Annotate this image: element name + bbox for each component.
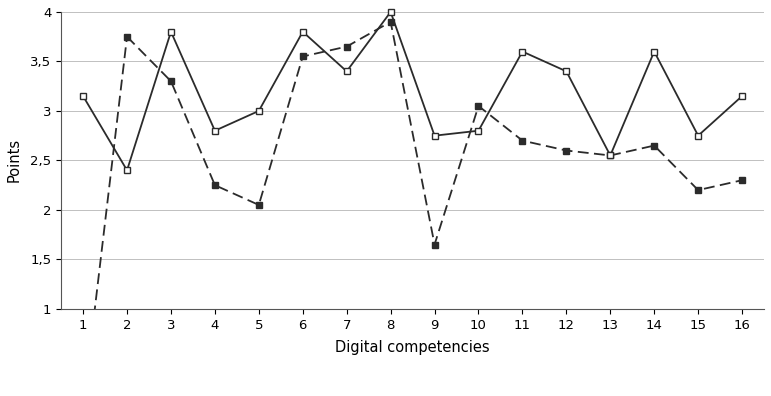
X-axis label: Digital competencies: Digital competencies: [335, 340, 490, 355]
Students: [123, 34, 132, 39]
HR manageres: [79, 94, 88, 99]
HR manageres: [562, 69, 571, 74]
Students: [606, 153, 615, 158]
HR manageres: [430, 133, 439, 138]
Students: [430, 242, 439, 247]
HR manageres: [298, 29, 308, 34]
Students: [298, 54, 308, 59]
Line: HR manageres: HR manageres: [79, 8, 746, 174]
HR manageres: [694, 133, 703, 138]
Y-axis label: Points: Points: [7, 138, 22, 183]
Students: [254, 203, 264, 208]
Students: [562, 148, 571, 153]
Students: [650, 143, 659, 148]
Students: [342, 44, 352, 49]
Students: [474, 104, 483, 109]
HR manageres: [123, 168, 132, 173]
HR manageres: [254, 109, 264, 113]
Students: [386, 19, 396, 24]
HR manageres: [342, 69, 352, 74]
HR manageres: [738, 94, 747, 99]
HR manageres: [386, 10, 396, 14]
Students: [167, 79, 176, 84]
HR manageres: [210, 128, 220, 133]
Line: Students: Students: [123, 18, 746, 248]
HR manageres: [167, 29, 176, 34]
HR manageres: [606, 153, 615, 158]
Students: [518, 138, 527, 143]
HR manageres: [650, 49, 659, 54]
HR manageres: [518, 49, 527, 54]
Students: [738, 178, 747, 183]
HR manageres: [474, 128, 483, 133]
Students: [210, 183, 220, 188]
Students: [694, 188, 703, 192]
